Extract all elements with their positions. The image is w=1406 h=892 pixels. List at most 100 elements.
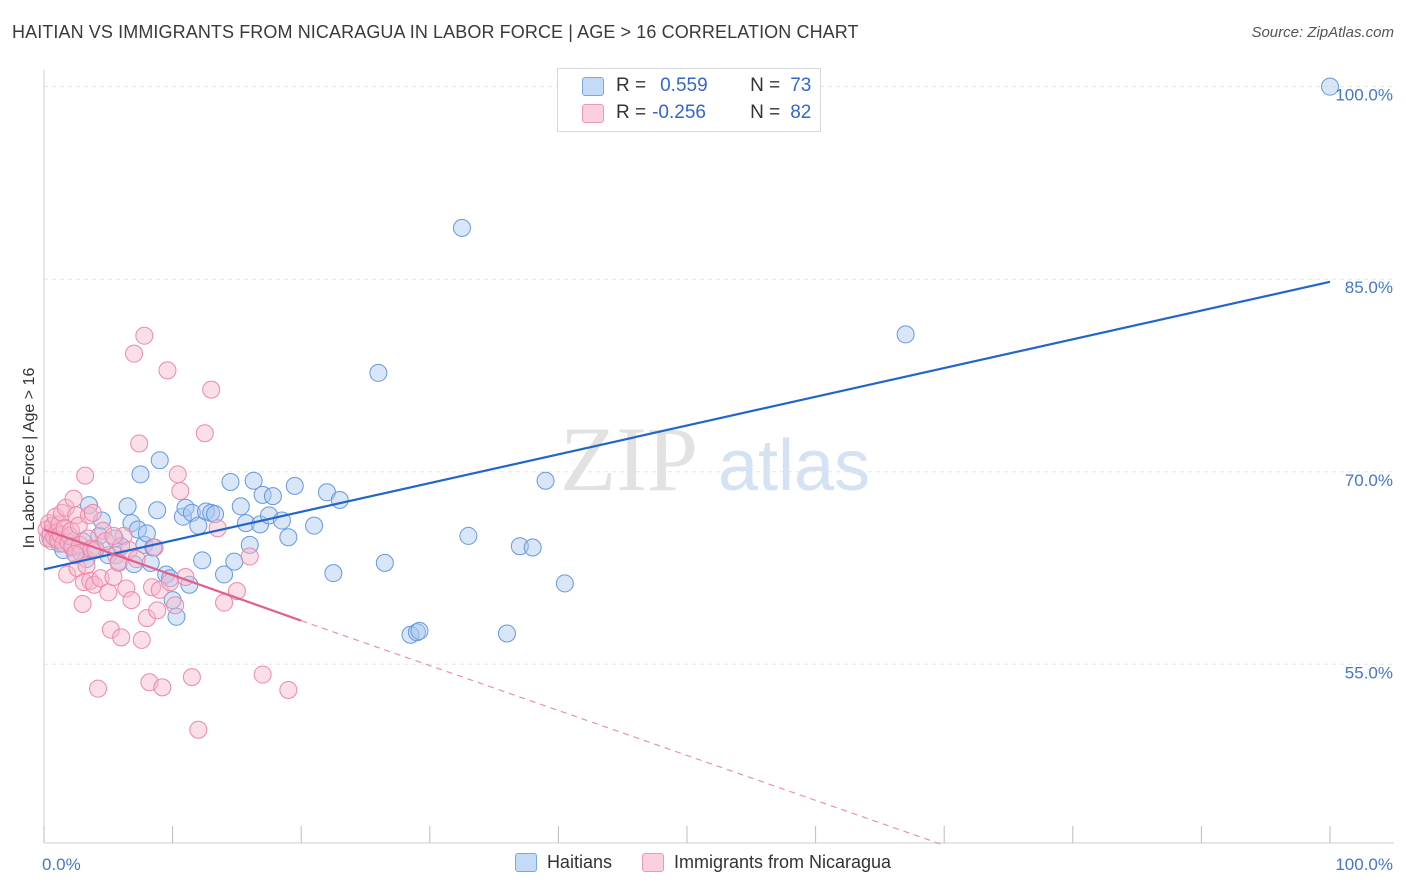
point-nicaragua <box>56 498 75 517</box>
point-haitians <box>523 538 542 557</box>
point-haitians <box>896 325 915 344</box>
chart-title: HAITIAN VS IMMIGRANTS FROM NICARAGUA IN … <box>12 22 859 42</box>
point-nicaragua <box>112 628 131 647</box>
point-nicaragua <box>171 482 190 501</box>
point-haitians <box>148 501 167 520</box>
point-nicaragua <box>104 568 123 587</box>
point-haitians <box>279 528 298 547</box>
point-nicaragua <box>145 538 164 557</box>
legend-swatch-haitians <box>582 76 604 96</box>
point-haitians <box>497 624 516 643</box>
series-swatch-nicaragua <box>641 853 664 872</box>
x-tick-label-end: 100.0% <box>1335 855 1393 874</box>
legend-r-value: -0.256 <box>652 102 706 123</box>
x-tick-label-start: 0.0% <box>42 855 81 874</box>
point-nicaragua <box>73 594 92 613</box>
gridlines <box>44 86 1394 665</box>
point-nicaragua <box>182 668 201 687</box>
trend-line-haitians <box>43 280 1331 571</box>
trend-lines <box>43 280 1331 846</box>
trend-line-nicaragua <box>43 528 302 622</box>
point-haitians <box>244 471 263 490</box>
point-nicaragua <box>130 434 149 453</box>
point-nicaragua <box>150 580 169 599</box>
series-legend-nicaragua[interactable]: Immigrants from Nicaragua <box>641 852 892 873</box>
point-nicaragua <box>76 466 95 485</box>
point-nicaragua <box>117 579 136 598</box>
series-swatch-haitians <box>514 853 537 872</box>
point-haitians <box>215 565 234 584</box>
point-nicaragua <box>114 526 133 545</box>
point-haitians <box>305 516 324 535</box>
point-nicaragua <box>253 665 272 684</box>
point-nicaragua <box>94 521 113 540</box>
point-nicaragua <box>202 380 221 399</box>
y-tick-label: 55.0% <box>1345 663 1393 682</box>
point-haitians <box>375 553 394 572</box>
point-haitians <box>285 476 304 495</box>
point-nicaragua <box>122 591 141 610</box>
legend-r-value: 0.559 <box>660 75 708 96</box>
legend-n-value: 82 <box>790 102 812 123</box>
legend-n-label: N = <box>750 102 781 123</box>
point-haitians <box>118 497 137 516</box>
trend-line-nicaragua-extension <box>301 620 945 846</box>
series-legend-haitians[interactable]: Haitians <box>514 852 612 873</box>
y-tick-label: 100.0% <box>1335 86 1393 105</box>
point-nicaragua <box>101 620 120 639</box>
point-haitians <box>369 363 388 382</box>
legend-n-label: N = <box>750 75 781 96</box>
point-nicaragua <box>104 526 123 545</box>
point-haitians <box>163 591 182 610</box>
point-haitians <box>150 451 169 470</box>
point-nicaragua <box>135 326 154 345</box>
point-nicaragua <box>166 596 185 615</box>
point-haitians <box>167 607 186 626</box>
point-nicaragua <box>279 680 298 699</box>
point-haitians <box>141 553 160 572</box>
point-haitians <box>459 526 478 545</box>
data-points <box>37 77 1339 739</box>
point-nicaragua <box>85 575 104 594</box>
series-legend: Haitians Immigrants from Nicaragua <box>0 852 1406 873</box>
stats-legend: R = 0.559 N = 73 R = -0.256 N = 82 <box>557 68 821 132</box>
series-label-nicaragua: Immigrants from Nicaragua <box>673 852 892 872</box>
legend-row-haitians: R = 0.559 N = 73 <box>582 73 811 99</box>
point-haitians <box>324 564 343 583</box>
y-axis-title: In Labor Force | Age > 16 <box>21 368 38 549</box>
point-nicaragua <box>64 489 83 508</box>
y-tick-label: 85.0% <box>1345 278 1393 297</box>
point-nicaragua <box>148 601 167 620</box>
point-haitians <box>263 487 282 506</box>
point-haitians <box>206 505 225 524</box>
point-nicaragua <box>158 361 177 380</box>
point-nicaragua <box>83 503 102 522</box>
point-nicaragua <box>58 565 77 584</box>
y-tick-label: 70.0% <box>1345 471 1393 490</box>
point-nicaragua <box>65 544 84 563</box>
point-haitians <box>555 574 574 593</box>
legend-n-value: 73 <box>790 75 812 96</box>
tick-labels: 55.0% 70.0% 85.0% 100.0% 0.0% 100.0% <box>42 86 1393 874</box>
source-label: Source: ZipAtlas.com <box>1251 24 1394 41</box>
point-haitians <box>330 490 349 509</box>
point-nicaragua <box>99 583 118 602</box>
point-nicaragua <box>153 678 172 697</box>
axes <box>43 70 1394 844</box>
series-label-haitians: Haitians <box>546 852 612 872</box>
point-nicaragua <box>189 720 208 739</box>
point-haitians <box>231 497 250 516</box>
legend-r-label: R = <box>616 102 647 123</box>
point-haitians <box>510 537 529 556</box>
point-nicaragua <box>195 424 214 443</box>
point-nicaragua <box>168 465 187 484</box>
watermark-zip: ZIP <box>560 408 698 510</box>
legend-row-nicaragua: R = -0.256 N = 82 <box>582 100 811 126</box>
point-haitians <box>225 552 244 571</box>
legend-swatch-nicaragua <box>582 103 604 123</box>
point-nicaragua <box>89 679 108 698</box>
point-nicaragua <box>109 553 128 572</box>
point-nicaragua <box>137 609 156 628</box>
point-haitians <box>193 551 212 570</box>
point-haitians <box>536 471 555 490</box>
